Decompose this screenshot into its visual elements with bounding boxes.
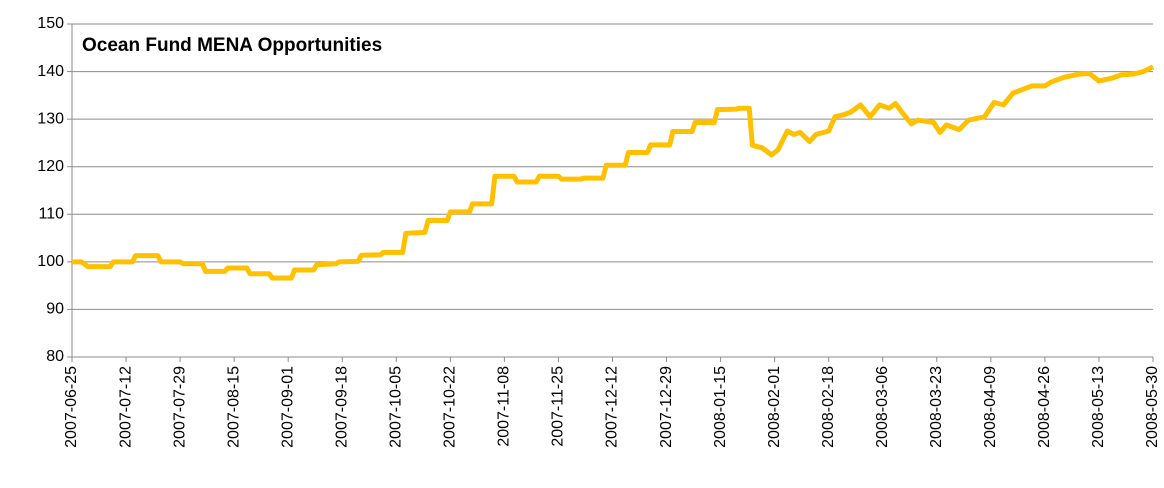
y-tick-label: 90 [46,301,64,318]
y-tick-label: 110 [38,206,64,223]
x-tick-label: 2008-03-23 [928,366,945,448]
x-tick-label: 2008-05-13 [1090,366,1107,448]
series-line [72,64,1155,281]
y-tick-label: 130 [37,110,64,127]
x-tick-label: 2007-06-25 [63,366,80,448]
x-tick-label: 2007-07-29 [171,366,188,448]
x-tick-label: 2007-11-25 [550,366,567,447]
x-tick-label: 2008-03-06 [874,366,891,448]
x-tick-label: 2007-09-18 [333,366,350,448]
x-tick-label: 2008-01-15 [712,366,729,448]
x-tick-label: 2008-04-26 [1036,366,1053,448]
x-tick-label: 2007-10-22 [442,366,459,448]
x-tick-label: 2008-02-18 [820,366,837,448]
y-tick-label: 120 [37,158,64,175]
x-tick-label: 2008-05-30 [1144,366,1161,448]
x-tick-label: 2007-09-01 [279,366,296,448]
x-tick-label: 2007-10-05 [388,366,405,448]
y-tick-label: 140 [37,63,64,80]
x-tick-label: 2007-12-12 [604,366,621,448]
y-tick-label: 150 [37,15,64,32]
chart-title: Ocean Fund MENA Opportunities [82,35,382,56]
x-tick-label: 2007-07-12 [117,366,134,448]
y-tick-label: 80 [46,348,64,365]
x-tick-label: 2007-08-15 [225,366,242,448]
x-tick-label: 2007-12-29 [658,366,675,448]
y-tick-label: 100 [37,253,64,270]
x-tick-label: 2008-04-09 [982,366,999,448]
x-tick-label: 2008-02-01 [766,366,783,448]
x-tick-label: 2007-11-08 [496,366,513,447]
